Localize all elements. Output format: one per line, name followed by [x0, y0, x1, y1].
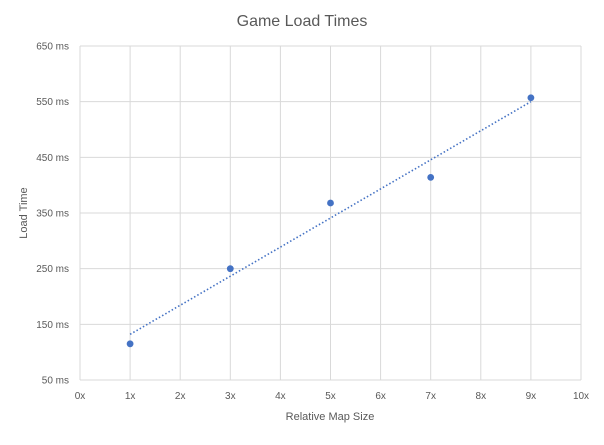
y-tick-label: 350 ms: [36, 209, 69, 220]
data-points: [126, 94, 535, 348]
data-point: [327, 199, 334, 207]
chart-title: Game Load Times: [237, 13, 368, 30]
x-axis-ticks: 0x 1x 2x 3x 4x 5x 6x 7x 8x 9x 10x: [75, 391, 589, 402]
x-tick-label: 9x: [526, 391, 537, 402]
y-axis-ticks: 50 ms 150 ms 250 ms 350 ms 450 ms 550 ms 650 m…: [36, 42, 69, 387]
y-tick-label: 150 ms: [36, 320, 69, 331]
x-tick-label: 2x: [175, 391, 186, 402]
data-point: [126, 340, 134, 348]
data-point: [427, 173, 435, 181]
x-tick-label: 3x: [225, 391, 236, 402]
x-tick-label: 5x: [325, 391, 336, 402]
x-tick-label: 7x: [425, 391, 436, 402]
y-tick-label: 250 ms: [36, 264, 69, 275]
y-tick-label: 650 ms: [36, 42, 69, 53]
gridlines: [79, 45, 582, 381]
trendline: [129, 100, 532, 336]
x-tick-label: 4x: [275, 391, 286, 402]
y-tick-label: 550 ms: [36, 97, 69, 108]
y-axis-title: Load Time: [18, 187, 30, 238]
x-tick-label: 8x: [476, 391, 487, 402]
x-tick-label: 0x: [75, 391, 86, 402]
y-tick-label: 450 ms: [36, 153, 69, 164]
data-point: [527, 94, 535, 102]
y-tick-label: 50 ms: [42, 376, 69, 387]
x-tick-label: 6x: [375, 391, 386, 402]
x-tick-label: 1x: [125, 391, 136, 402]
x-axis-title: Relative Map Size: [286, 411, 375, 423]
trendline-layer: [129, 100, 532, 336]
x-tick-label: 10x: [573, 391, 589, 402]
data-point: [226, 265, 234, 273]
